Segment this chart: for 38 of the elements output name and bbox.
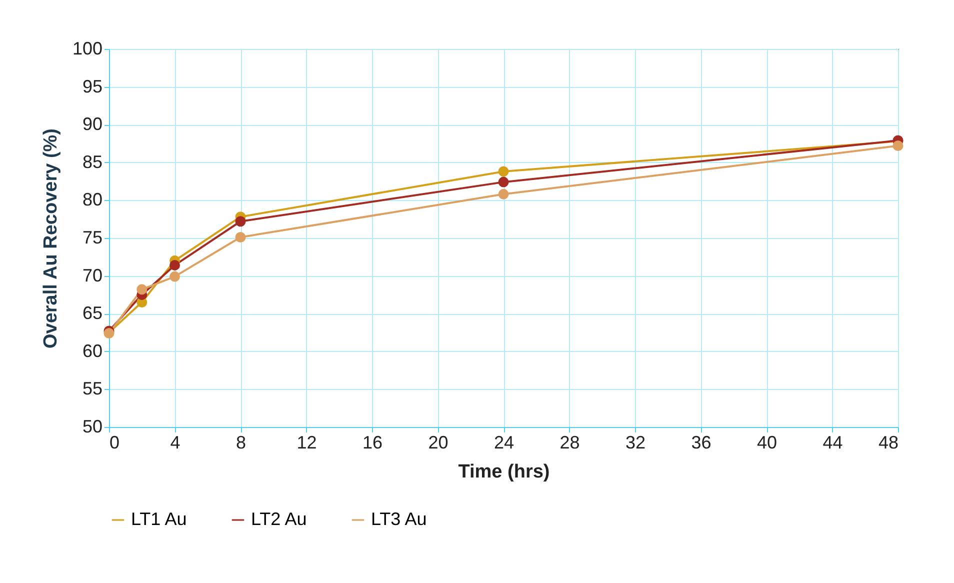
x-tick-label: 32 (625, 432, 646, 452)
y-tick-label: 60 (82, 340, 102, 361)
y-tick-label: 50 (82, 416, 102, 436)
point (235, 232, 246, 242)
y-tick-label: 80 (82, 190, 102, 210)
point (498, 176, 509, 188)
y-tick-label: 70 (82, 265, 102, 286)
point (498, 188, 509, 200)
point (498, 166, 509, 177)
x-tick-label: 4 (170, 432, 180, 452)
legend-label: LT1 Au (131, 509, 187, 529)
x-tick-label: 12 (296, 432, 317, 452)
y-axis-title: Overall Au Recovery (%) (40, 128, 62, 348)
y-tick-label: 75 (82, 228, 102, 248)
x-tick-label: 8 (236, 432, 246, 452)
x-tick-label: 20 (428, 432, 448, 452)
point (170, 260, 180, 270)
x-tick-label: 48 (878, 432, 898, 452)
x-tick-label: 24 (494, 432, 514, 452)
point (170, 271, 180, 282)
y-tick-label: 55 (82, 378, 102, 399)
x-axis-title: Time (hrs) (458, 462, 550, 482)
x-tick-label: 36 (691, 432, 712, 452)
y-tick-label: 85 (82, 152, 102, 172)
x-tick-label: 44 (822, 432, 843, 452)
x-tick-label: 16 (362, 432, 383, 452)
y-tick-label: 65 (82, 303, 102, 324)
y-tick-label: 90 (82, 114, 102, 134)
x-tick-label: 28 (560, 432, 580, 452)
y-tick-label: 100 (72, 38, 102, 58)
point (136, 284, 148, 295)
x-tick-label: 0 (110, 432, 120, 452)
point (892, 140, 904, 151)
legend-label: LT2 Au (251, 509, 307, 529)
y-tick-label: 95 (82, 76, 102, 96)
point (235, 216, 246, 227)
legend-label: LT3 Au (371, 509, 427, 529)
x-tick-label: 40 (756, 432, 778, 452)
